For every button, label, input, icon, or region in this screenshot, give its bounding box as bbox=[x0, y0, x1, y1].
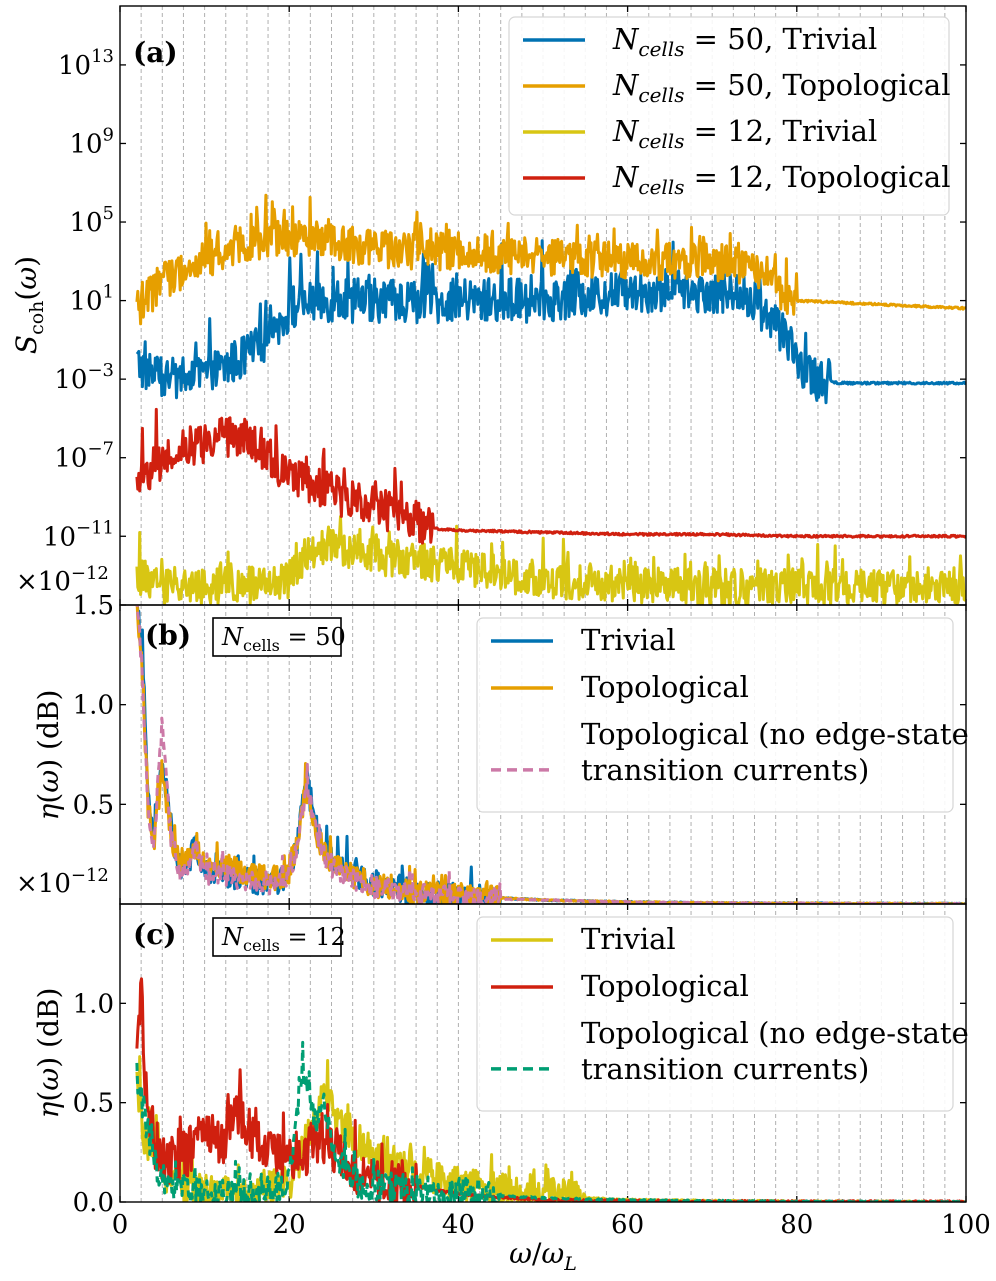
y-axis-label-b: η(ω) (dB) bbox=[32, 690, 65, 821]
x-tick-label-3: 60 bbox=[611, 1210, 644, 1240]
x-axis-label: ω/ωL bbox=[509, 1237, 577, 1275]
inset-box-c bbox=[212, 917, 342, 957]
series-line-a-3 bbox=[135, 407, 966, 545]
y-tick-label-b-0: 1.5 bbox=[73, 591, 114, 621]
legend-label-1: Topological bbox=[581, 969, 749, 1003]
y-tick-label-a-1: 109 bbox=[69, 124, 114, 159]
y-tick-label-b-2: 0.5 bbox=[73, 790, 114, 820]
y-tick-label-a-5: 10−7 bbox=[54, 439, 114, 474]
inset-text-b: Ncells = 50 bbox=[221, 623, 346, 655]
y-tick-label-c-1: 0.5 bbox=[73, 1089, 114, 1119]
series-line-a-1 bbox=[135, 193, 966, 326]
y-axis-label-c: η(ω) (dB) bbox=[32, 988, 65, 1119]
legend-box bbox=[508, 16, 950, 216]
legend-box bbox=[476, 916, 954, 1112]
x-tick-label-1: 20 bbox=[273, 1210, 306, 1240]
x-tick-label-4: 80 bbox=[780, 1210, 813, 1240]
y-ticks-b: 1.5 1.0 0.5 bbox=[73, 591, 967, 904]
legend-label-2: Topological (no edge-state transition cur… bbox=[581, 717, 969, 787]
panel-b: 1.5 1.0 0.5 (b) Ncells = 50 ×10−12 η(ω) (d… bbox=[16, 591, 969, 905]
legend-box bbox=[476, 617, 954, 813]
x-ticks-c: 0 20 40 60 80 100 bbox=[112, 1210, 991, 1240]
y-tick-label-a-2: 105 bbox=[69, 203, 114, 238]
legend-label-3: Ncells = 12, Topological bbox=[612, 160, 951, 199]
x-tick-label-0: 0 bbox=[112, 1210, 129, 1240]
panel-a: 1013 109 105 101 10−3 10−7 10−11 (a) ×10−12 Sc… bbox=[10, 5, 967, 606]
series-line-b-2 bbox=[135, 605, 966, 904]
panel-label-b: (b) bbox=[145, 619, 191, 652]
legend-label-2: Topological (no edge-state transition cur… bbox=[581, 1016, 969, 1086]
offset-text-b: ×10−12 bbox=[16, 865, 109, 899]
legend-label-0: Trivial bbox=[581, 922, 676, 956]
axes-frame-c bbox=[119, 903, 967, 1203]
y-axis-label-a: Scoh(ω) bbox=[10, 256, 48, 354]
y-tick-label-a-3: 101 bbox=[69, 282, 114, 317]
y-tick-label-b-1: 1.0 bbox=[73, 691, 114, 721]
series-line-c-2 bbox=[135, 1040, 966, 1202]
series-group-a bbox=[135, 193, 966, 605]
inset-text-c: Ncells = 12 bbox=[221, 923, 346, 955]
legend-c: Trivial Topological Topological (no edge-s… bbox=[476, 916, 969, 1112]
panel-c: 1.0 0.5 0.0 0 20 40 60 80 100 (c) Ncells = 12 η… bbox=[32, 903, 991, 1275]
panel-label-a: (a) bbox=[133, 36, 178, 69]
legend-a: Ncells = 50, Trivial Ncells = 50, Topolog… bbox=[508, 16, 951, 216]
legend-b: Trivial Topological Topological (no edge-s… bbox=[476, 617, 969, 813]
y-tick-label-c-2: 0.0 bbox=[73, 1188, 114, 1218]
legend-label-0: Ncells = 50, Trivial bbox=[612, 22, 877, 61]
series-group-b bbox=[135, 605, 966, 904]
y-ticks-a: 1013 109 105 101 10−3 10−7 10−11 bbox=[43, 6, 967, 605]
offset-text-a: ×10−12 bbox=[16, 563, 109, 597]
legend-label-1: Topological bbox=[581, 670, 749, 704]
legend-label-1: Ncells = 50, Topological bbox=[612, 68, 951, 107]
legend-label-0: Trivial bbox=[581, 623, 676, 657]
series-line-a-2 bbox=[135, 515, 966, 605]
series-line-a-0 bbox=[135, 239, 966, 405]
y-tick-label-a-0: 1013 bbox=[58, 46, 114, 81]
y-tick-label-a-4: 10−3 bbox=[54, 360, 114, 395]
legend-label-2: Ncells = 12, Trivial bbox=[612, 114, 877, 153]
inset-box-b bbox=[212, 617, 342, 657]
x-tick-label-5: 100 bbox=[941, 1210, 991, 1240]
y-tick-label-c-0: 1.0 bbox=[73, 989, 114, 1019]
x-tick-label-2: 40 bbox=[442, 1210, 475, 1240]
panel-label-c: (c) bbox=[133, 918, 177, 951]
y-tick-label-a-6: 10−11 bbox=[43, 517, 114, 552]
